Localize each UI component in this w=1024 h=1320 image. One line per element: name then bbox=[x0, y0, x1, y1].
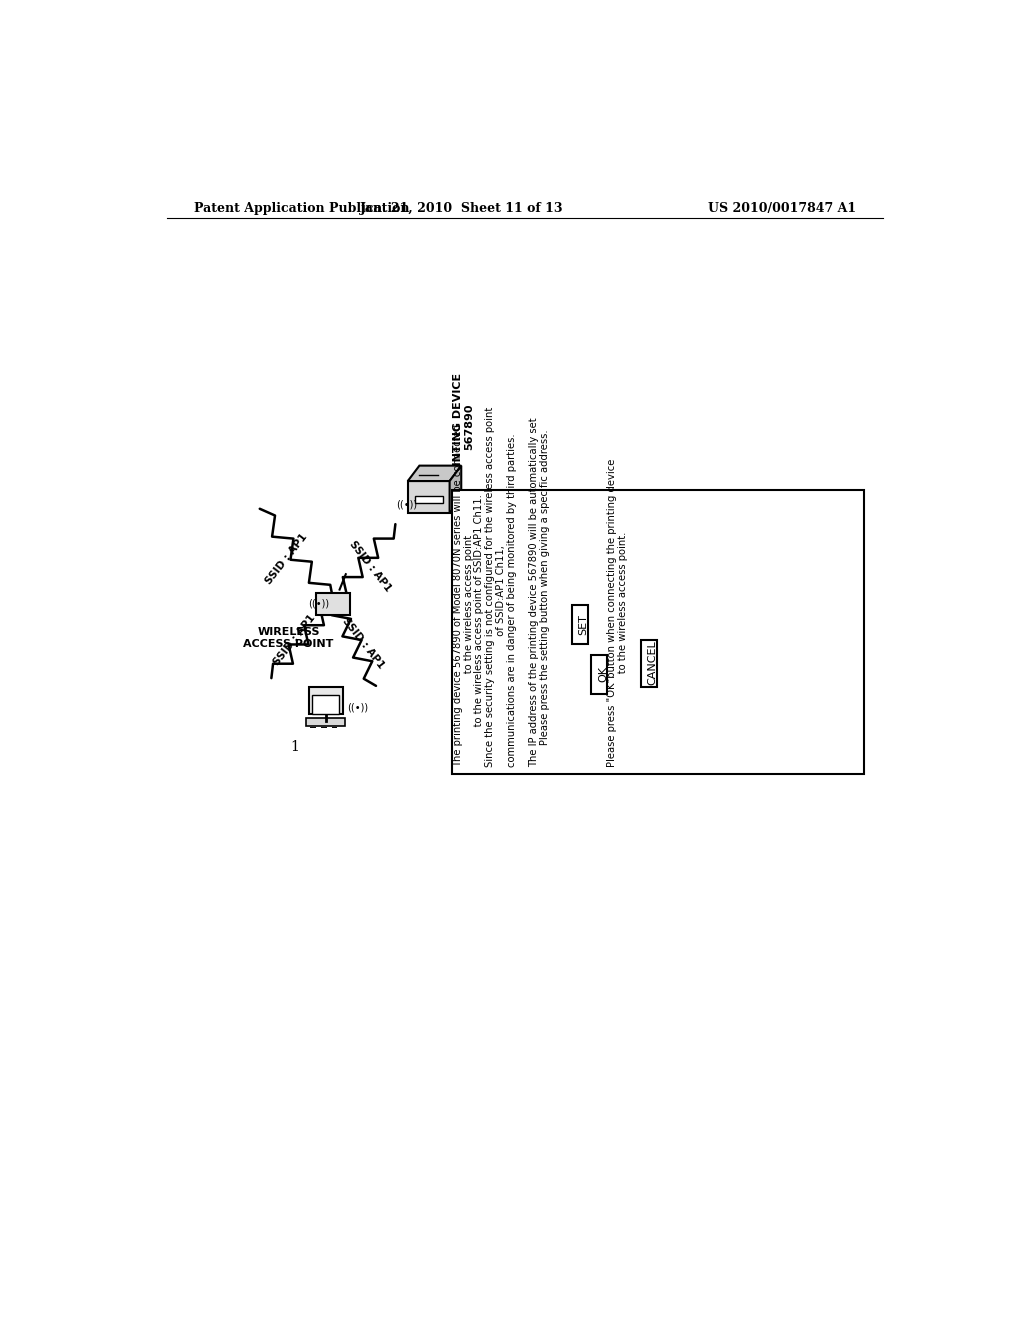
Text: 1: 1 bbox=[290, 741, 299, 755]
Bar bbox=[308, 688, 343, 714]
Text: ((•)): ((•)) bbox=[396, 500, 417, 510]
Text: SSID : AP1: SSID : AP1 bbox=[348, 540, 393, 594]
Text: to the wireless access point of SSID:AP1 Ch11.: to the wireless access point of SSID:AP1… bbox=[474, 494, 484, 767]
Text: OK: OK bbox=[598, 667, 608, 682]
Text: SSID : AP1: SSID : AP1 bbox=[264, 532, 309, 586]
Text: FIG.17: FIG.17 bbox=[708, 725, 850, 763]
Polygon shape bbox=[408, 466, 461, 480]
Bar bbox=[408, 480, 451, 513]
Text: SET: SET bbox=[579, 614, 589, 635]
Bar bbox=[572, 605, 588, 644]
Text: US 2010/0017847 A1: US 2010/0017847 A1 bbox=[709, 202, 856, 215]
Text: communications are in danger of being monitored by third parties.: communications are in danger of being mo… bbox=[507, 433, 517, 767]
Text: SSID : AP1: SSID : AP1 bbox=[340, 616, 386, 671]
Bar bbox=[306, 718, 345, 726]
Bar bbox=[316, 594, 350, 615]
Text: to the wireless access point.: to the wireless access point. bbox=[617, 532, 628, 767]
Text: Please press the setting button when giving a specific address.: Please press the setting button when giv… bbox=[540, 429, 550, 767]
Bar bbox=[415, 496, 442, 503]
Text: ((•)): ((•)) bbox=[308, 598, 330, 609]
Text: Jan. 21, 2010  Sheet 11 of 13: Jan. 21, 2010 Sheet 11 of 13 bbox=[359, 202, 563, 215]
Bar bbox=[452, 490, 864, 775]
Text: The printing device 567890 of Model 8070N series will be connected: The printing device 567890 of Model 8070… bbox=[453, 424, 463, 767]
Text: Since the security setting is not configured for the wireless access point: Since the security setting is not config… bbox=[485, 407, 496, 767]
Bar bbox=[312, 696, 339, 714]
Bar bbox=[592, 655, 607, 693]
Polygon shape bbox=[450, 466, 461, 513]
Text: CANCEL: CANCEL bbox=[647, 640, 657, 685]
Text: to the wireless access point: to the wireless access point bbox=[464, 535, 474, 767]
Text: of SSID:AP1 Ch11,: of SSID:AP1 Ch11, bbox=[497, 545, 506, 767]
Bar bbox=[641, 640, 656, 688]
Text: Patent Application Publication: Patent Application Publication bbox=[194, 202, 410, 215]
Text: WIRELESS
ACCESS POINT: WIRELESS ACCESS POINT bbox=[244, 627, 334, 649]
Text: The IP address of the printing device 567890 will be automatically set: The IP address of the printing device 56… bbox=[528, 417, 539, 767]
Text: PRINTING DEVICE
567890: PRINTING DEVICE 567890 bbox=[453, 372, 474, 482]
Text: SSID : AP1: SSID : AP1 bbox=[271, 612, 317, 667]
Text: ((•)): ((•)) bbox=[347, 702, 369, 713]
Text: Please press "OK"button when connecting the printing device: Please press "OK"button when connecting … bbox=[607, 458, 617, 767]
